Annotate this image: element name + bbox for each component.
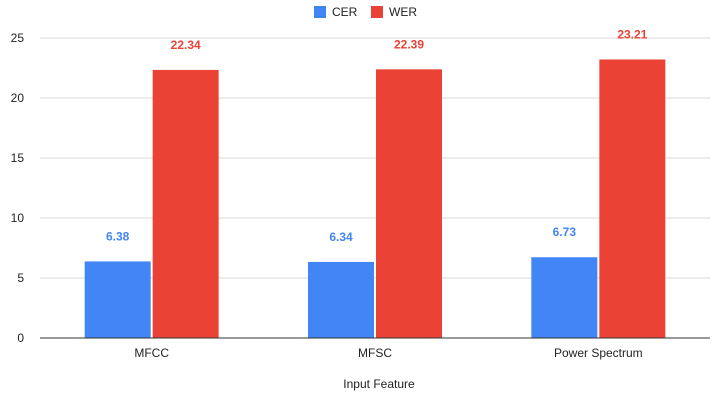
bars <box>84 59 666 339</box>
legend-label-cer: CER <box>332 5 358 19</box>
legend-swatch-wer <box>371 6 383 18</box>
data-label-cer: 6.38 <box>106 229 130 243</box>
bar-wer-mfcc <box>152 69 219 339</box>
data-label-wer: 22.34 <box>171 38 201 52</box>
bar-wer-mfsc <box>376 69 442 338</box>
legend: CER WER <box>314 5 417 19</box>
x-category-label: MFSC <box>358 346 392 360</box>
y-tick-label: 0 <box>17 331 24 345</box>
data-label-wer: 22.39 <box>394 37 424 51</box>
x-axis-categories: MFCC MFSC Power Spectrum <box>134 346 642 360</box>
y-tick-label: 20 <box>11 91 25 105</box>
data-label-cer: 6.73 <box>553 225 577 239</box>
y-tick-label: 5 <box>17 271 24 285</box>
data-labels: 6.38 22.34 6.34 22.39 6.73 23.21 <box>106 27 648 243</box>
y-axis-ticks: 0 5 10 15 20 25 <box>11 31 25 345</box>
y-tick-label: 10 <box>11 211 25 225</box>
y-tick-label: 25 <box>11 31 25 45</box>
bar-wer-power-spectrum <box>599 59 666 338</box>
bar-cer-mfcc <box>84 261 151 338</box>
x-category-label: MFCC <box>134 346 169 360</box>
y-tick-label: 15 <box>11 151 25 165</box>
legend-label-wer: WER <box>389 5 417 19</box>
x-category-label: Power Spectrum <box>554 346 643 360</box>
legend-swatch-cer <box>314 6 326 18</box>
x-axis-title: Input Feature <box>343 377 415 391</box>
bar-cer-mfsc <box>308 261 374 338</box>
gridlines <box>40 37 710 279</box>
data-label-cer: 6.34 <box>329 230 353 244</box>
data-label-wer: 23.21 <box>617 27 647 41</box>
bar-cer-power-spectrum <box>531 257 598 338</box>
